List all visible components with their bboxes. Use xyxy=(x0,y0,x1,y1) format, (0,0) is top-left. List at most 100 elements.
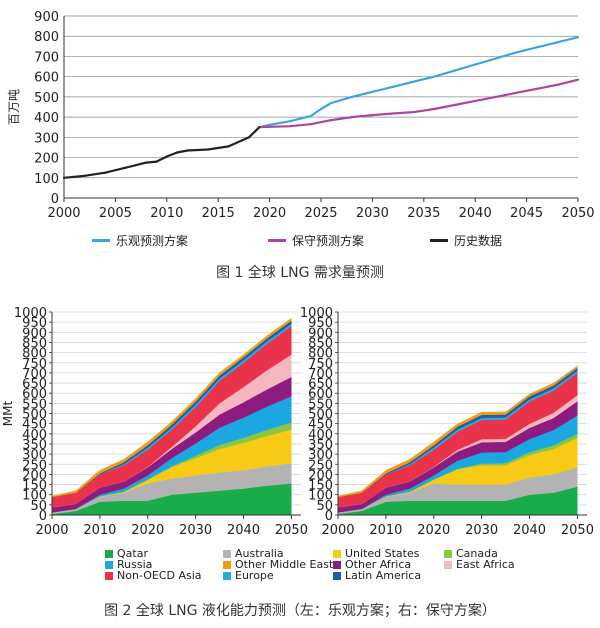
data-point xyxy=(391,112,395,115)
y-tick-label: 1000 xyxy=(300,306,333,321)
data-point xyxy=(432,107,436,111)
y-tick-label: 850 xyxy=(22,336,47,351)
legend-item-qatar: Qatar xyxy=(105,547,148,560)
y-tick-label: 850 xyxy=(308,336,333,351)
y-tick-label: 500 xyxy=(22,408,47,423)
x-tick-label: 2050 xyxy=(275,523,308,538)
legend-item-europe: Europe xyxy=(223,569,274,582)
y-tick-label: 750 xyxy=(22,357,47,372)
legend-optimistic: 乐观预测方案 xyxy=(92,232,188,249)
data-point xyxy=(474,63,477,66)
y-tick-label: 150 xyxy=(308,479,333,494)
y-tick-label: 150 xyxy=(22,479,47,494)
y-tick-label: 300 xyxy=(22,448,47,463)
y-tick-label: 100 xyxy=(22,489,47,504)
y-tick-label: 250 xyxy=(308,458,333,473)
legend-history: 历史数据 xyxy=(430,232,502,249)
y-tick-label: 600 xyxy=(22,387,47,402)
data-point xyxy=(186,149,189,152)
data-point xyxy=(576,36,580,39)
y-tick-label: 350 xyxy=(308,438,333,453)
data-point xyxy=(371,113,374,117)
legend-item-united-states: United States xyxy=(333,547,420,560)
y-tick-label: 500 xyxy=(34,91,59,106)
legend-label: East Africa xyxy=(456,558,515,571)
y-tick-label: 950 xyxy=(22,316,47,331)
y-tick-label: 200 xyxy=(22,468,47,483)
legend-item-other-middle-east: Other Middle East xyxy=(223,558,333,571)
figure-1-caption: 图 1 全球 LNG 需求量预测 xyxy=(216,265,384,281)
y-tick-label: 50 xyxy=(316,499,333,514)
y-axis-label: MMt xyxy=(1,401,15,427)
legend-label-optimistic: 乐观预测方案 xyxy=(116,234,189,248)
data-point xyxy=(155,160,158,163)
data-point xyxy=(330,119,333,122)
y-tick-label: 800 xyxy=(22,347,47,362)
legend-label: Russia xyxy=(117,558,153,571)
y-tick-label: 700 xyxy=(308,367,333,382)
y-tick-label: 600 xyxy=(34,71,59,86)
data-point xyxy=(515,91,518,94)
y-tick-label: 900 xyxy=(22,326,47,341)
y-tick-label: 0 xyxy=(51,192,59,207)
data-point xyxy=(576,78,580,81)
x-tick-label: 2000 xyxy=(321,523,354,538)
y-tick-label: 50 xyxy=(30,499,47,514)
capacity-panel-optimistic: 0501001502002503003504004505005506006507… xyxy=(14,306,308,538)
x-tick-label: 2020 xyxy=(417,523,450,538)
capacity-panel-conservative: 0501001502002503003504004505005506006507… xyxy=(300,306,594,538)
x-tick-label: 2020 xyxy=(131,523,164,538)
legend-item-other-africa: Other Africa xyxy=(333,558,411,571)
x-tick-label: 2000 xyxy=(47,206,80,221)
legend-label: Other Africa xyxy=(345,558,412,571)
legend-item-non-oecd-asia: Non-OECD Asia xyxy=(105,569,202,582)
x-tick-label: 2015 xyxy=(202,206,235,221)
capacity-area-charts: 0501001502002503003504004505005506006507… xyxy=(1,306,594,538)
y-tick-label: 650 xyxy=(22,377,47,392)
x-tick-label: 2030 xyxy=(179,523,212,538)
data-point xyxy=(494,95,497,98)
y-tick-label: 700 xyxy=(22,367,47,382)
y-tick-label: 600 xyxy=(308,387,333,402)
data-point xyxy=(268,123,271,126)
figure-2-caption: 图 2 全球 LNG 液化能力预测（左：乐观方案；右：保守方案） xyxy=(104,603,496,619)
data-point xyxy=(350,95,353,98)
legend-swatch xyxy=(223,560,231,569)
y-tick-label: 500 xyxy=(308,408,333,423)
x-tick-label: 2040 xyxy=(459,206,492,221)
data-point xyxy=(289,125,292,128)
data-point xyxy=(83,174,86,177)
x-tick-label: 2025 xyxy=(304,206,337,221)
x-tick-label: 2010 xyxy=(83,523,116,538)
x-tick-label: 2050 xyxy=(561,206,594,221)
y-tick-label: 200 xyxy=(308,468,333,483)
y-tick-label: 0 xyxy=(325,509,333,524)
y-tick-label: 300 xyxy=(34,131,59,146)
area-other-middle-east xyxy=(51,317,292,498)
legend-swatch-history xyxy=(430,239,448,242)
legend-conservative: 保守预测方案 xyxy=(268,232,364,249)
data-point xyxy=(432,75,436,78)
area-other-middle-east xyxy=(337,365,578,498)
x-tick-label: 2020 xyxy=(253,206,286,221)
data-point xyxy=(412,110,415,114)
y-axis-label: 百万吨 xyxy=(7,89,21,125)
y-tick-label: 400 xyxy=(308,428,333,443)
data-point xyxy=(330,101,333,105)
y-tick-label: 750 xyxy=(308,357,333,372)
data-point xyxy=(556,83,559,86)
legend-swatch-optimistic xyxy=(92,239,110,242)
data-point xyxy=(145,161,148,164)
data-point xyxy=(350,116,353,119)
y-tick-label: 700 xyxy=(34,50,59,65)
data-point xyxy=(124,166,127,169)
legend-swatch xyxy=(105,560,113,569)
legend-label: Latin America xyxy=(345,569,422,582)
x-tick-label: 2030 xyxy=(465,523,498,538)
legend-swatch-conservative xyxy=(268,239,286,242)
data-point xyxy=(319,107,323,111)
legend-label: Europe xyxy=(235,569,274,582)
legend-label: Non-OECD Asia xyxy=(117,569,202,582)
y-tick-label: 950 xyxy=(308,316,333,331)
data-point xyxy=(289,120,292,123)
